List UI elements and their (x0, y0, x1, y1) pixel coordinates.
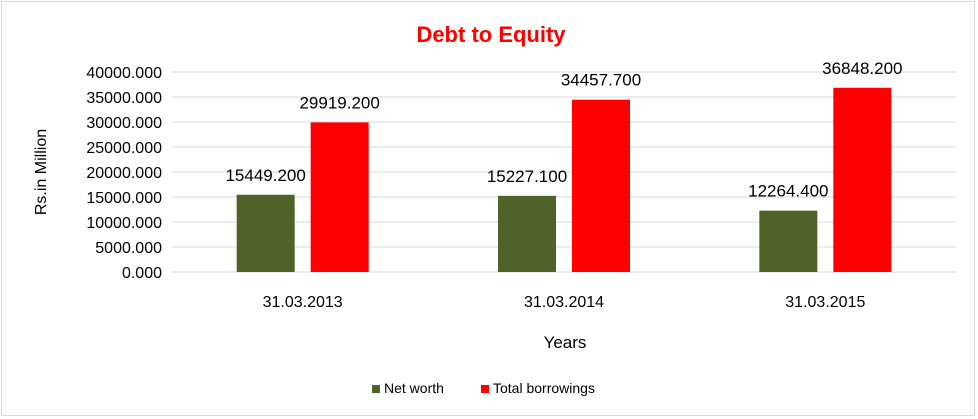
y-tick-label-0: 0.000 (122, 265, 162, 282)
legend-label-1: Total borrowings (493, 380, 595, 396)
data-label-0-2: 12264.400 (748, 182, 828, 201)
y-tick-label-1: 5000.000 (95, 240, 162, 257)
data-label-0-0: 15449.200 (225, 166, 305, 185)
bar-total-borrowings-1 (572, 99, 630, 272)
y-axis-label: Rs.in Million (33, 129, 50, 215)
x-axis-ticks: 31.03.2013 31.03.2014 31.03.2015 (263, 294, 866, 311)
grid-lines (172, 71, 956, 273)
y-tick-label-5: 25000.000 (86, 140, 162, 157)
chart-title: Debt to Equity (416, 22, 566, 47)
x-tick-label-2: 31.03.2015 (785, 294, 865, 311)
y-axis-ticks: 0.000 5000.000 10000.000 15000.000 20000.000… (86, 65, 162, 282)
bar-total-borrowings-0 (310, 122, 369, 273)
y-tick-label-6: 30000.000 (86, 115, 162, 132)
bar-net-worth-0 (236, 194, 295, 272)
data-label-1-1: 34457.700 (561, 71, 641, 90)
y-tick-label-2: 10000.000 (86, 215, 162, 232)
y-tick-label-7: 35000.000 (86, 90, 162, 107)
bar-net-worth-2 (759, 210, 818, 272)
x-tick-label-0: 31.03.2013 (263, 294, 343, 311)
y-tick-label-3: 15000.000 (86, 190, 162, 207)
y-tick-label-4: 20000.000 (86, 165, 162, 182)
bars (236, 87, 892, 273)
legend: Net worth Total borrowings (372, 380, 595, 396)
data-label-0-1: 15227.100 (487, 167, 567, 186)
legend-swatch-0 (372, 385, 380, 393)
bar-total-borrowings-2 (833, 87, 892, 272)
x-axis-label: Years (544, 333, 587, 352)
legend-swatch-1 (481, 385, 489, 393)
data-labels: 15449.200 29919.200 15227.100 34457.700 1226… (225, 59, 902, 201)
data-label-1-2: 36848.200 (822, 59, 902, 78)
legend-label-0: Net worth (384, 380, 444, 396)
bar-net-worth-1 (498, 195, 556, 272)
y-tick-label-8: 40000.000 (86, 65, 162, 82)
x-tick-label-1: 31.03.2014 (524, 294, 604, 311)
data-label-1-0: 29919.200 (299, 93, 379, 112)
